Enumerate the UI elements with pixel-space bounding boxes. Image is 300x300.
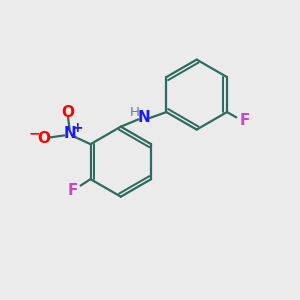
Text: +: +	[72, 121, 83, 134]
Text: O: O	[61, 105, 75, 120]
Text: −: −	[29, 126, 40, 140]
Text: F: F	[239, 113, 250, 128]
Text: O: O	[37, 131, 50, 146]
Text: N: N	[63, 127, 76, 142]
Text: H: H	[129, 106, 139, 119]
Text: F: F	[67, 183, 78, 198]
Text: N: N	[137, 110, 150, 125]
